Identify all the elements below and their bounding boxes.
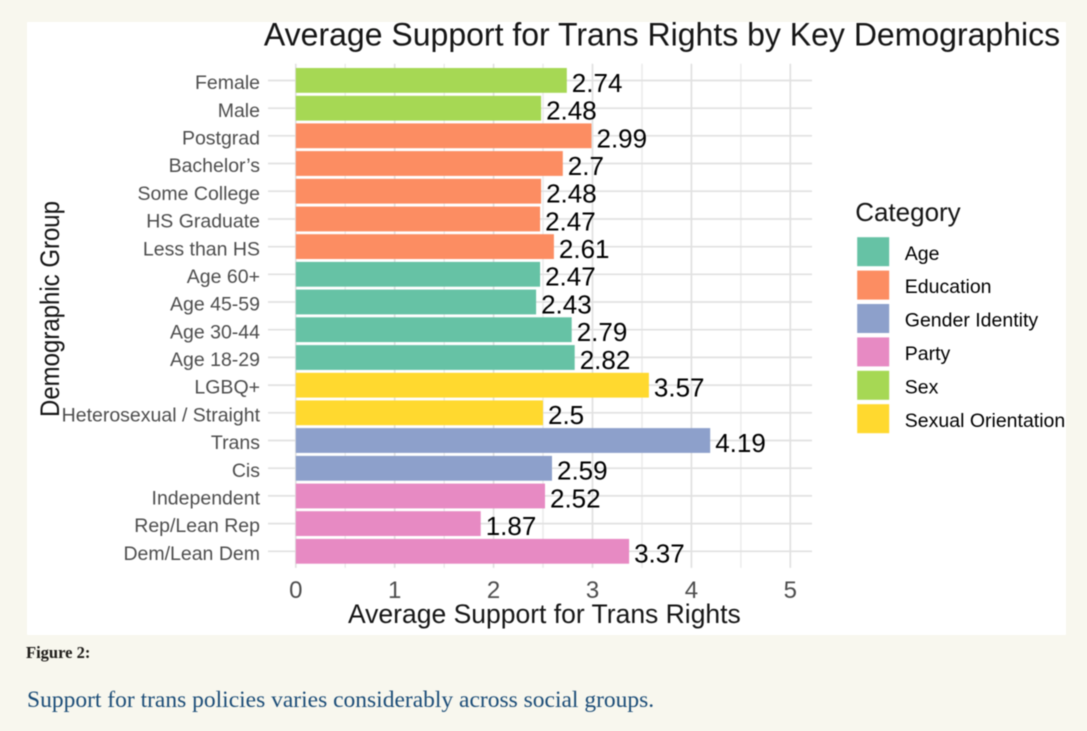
svg-text:3.37: 3.37 [634,539,685,569]
svg-text:Average Support for Trans Righ: Average Support for Trans Rights by Key … [264,17,1060,53]
svg-text:2.48: 2.48 [546,179,597,209]
svg-text:2.59: 2.59 [557,456,608,486]
svg-text:Less than HS: Less than HS [143,238,260,260]
svg-text:Demographic Group: Demographic Group [36,201,66,417]
svg-text:2.61: 2.61 [559,234,610,264]
svg-text:2.74: 2.74 [572,68,623,98]
svg-text:Female: Female [195,72,260,94]
svg-text:Rep/Lean Rep: Rep/Lean Rep [134,515,260,537]
svg-text:3: 3 [586,577,599,604]
svg-text:Sexual Orientation: Sexual Orientation [905,410,1065,432]
svg-text:2.47: 2.47 [545,262,596,292]
svg-text:Cis: Cis [232,460,260,482]
svg-text:2.79: 2.79 [577,317,628,347]
svg-text:2.43: 2.43 [541,289,592,319]
svg-text:2.7: 2.7 [568,151,604,181]
svg-text:Age 60+: Age 60+ [187,266,260,288]
svg-text:Party: Party [905,343,951,365]
svg-text:HS Graduate: HS Graduate [146,211,260,233]
svg-text:4: 4 [685,577,698,604]
svg-text:Independent: Independent [152,488,261,510]
svg-text:Age: Age [905,243,940,265]
svg-text:2.99: 2.99 [597,123,648,153]
svg-text:Postgrad: Postgrad [182,127,260,149]
svg-text:2: 2 [487,577,500,604]
svg-text:Male: Male [218,100,260,122]
svg-text:Sex: Sex [905,376,939,398]
svg-text:1.87: 1.87 [486,511,537,541]
svg-text:2.52: 2.52 [550,483,601,513]
svg-text:3.57: 3.57 [654,373,705,403]
svg-text:LGBQ+: LGBQ+ [194,377,260,399]
svg-text:Average Support for Trans Righ: Average Support for Trans Rights [348,599,741,629]
svg-text:Age 30-44: Age 30-44 [170,321,260,343]
svg-text:Dem/Lean Dem: Dem/Lean Dem [123,543,260,565]
svg-text:Age 45-59: Age 45-59 [170,294,260,316]
svg-text:Age 18-29: Age 18-29 [170,349,260,371]
svg-text:Trans: Trans [211,432,260,454]
svg-text:2.48: 2.48 [546,96,597,126]
svg-text:Gender Identity: Gender Identity [905,310,1039,332]
svg-text:2.5: 2.5 [548,400,584,430]
svg-text:0: 0 [289,577,302,604]
svg-text:Some College: Some College [138,183,260,205]
svg-text:4.19: 4.19 [715,428,766,458]
svg-text:Education: Education [905,276,992,298]
svg-text:1: 1 [388,577,401,604]
svg-text:Heterosexual / Straight: Heterosexual / Straight [62,404,261,426]
svg-text:Bachelor’s: Bachelor’s [169,155,261,177]
svg-text:Category: Category [855,197,961,227]
svg-text:2.47: 2.47 [545,206,596,236]
svg-text:2.82: 2.82 [580,345,631,375]
svg-text:5: 5 [784,577,797,604]
